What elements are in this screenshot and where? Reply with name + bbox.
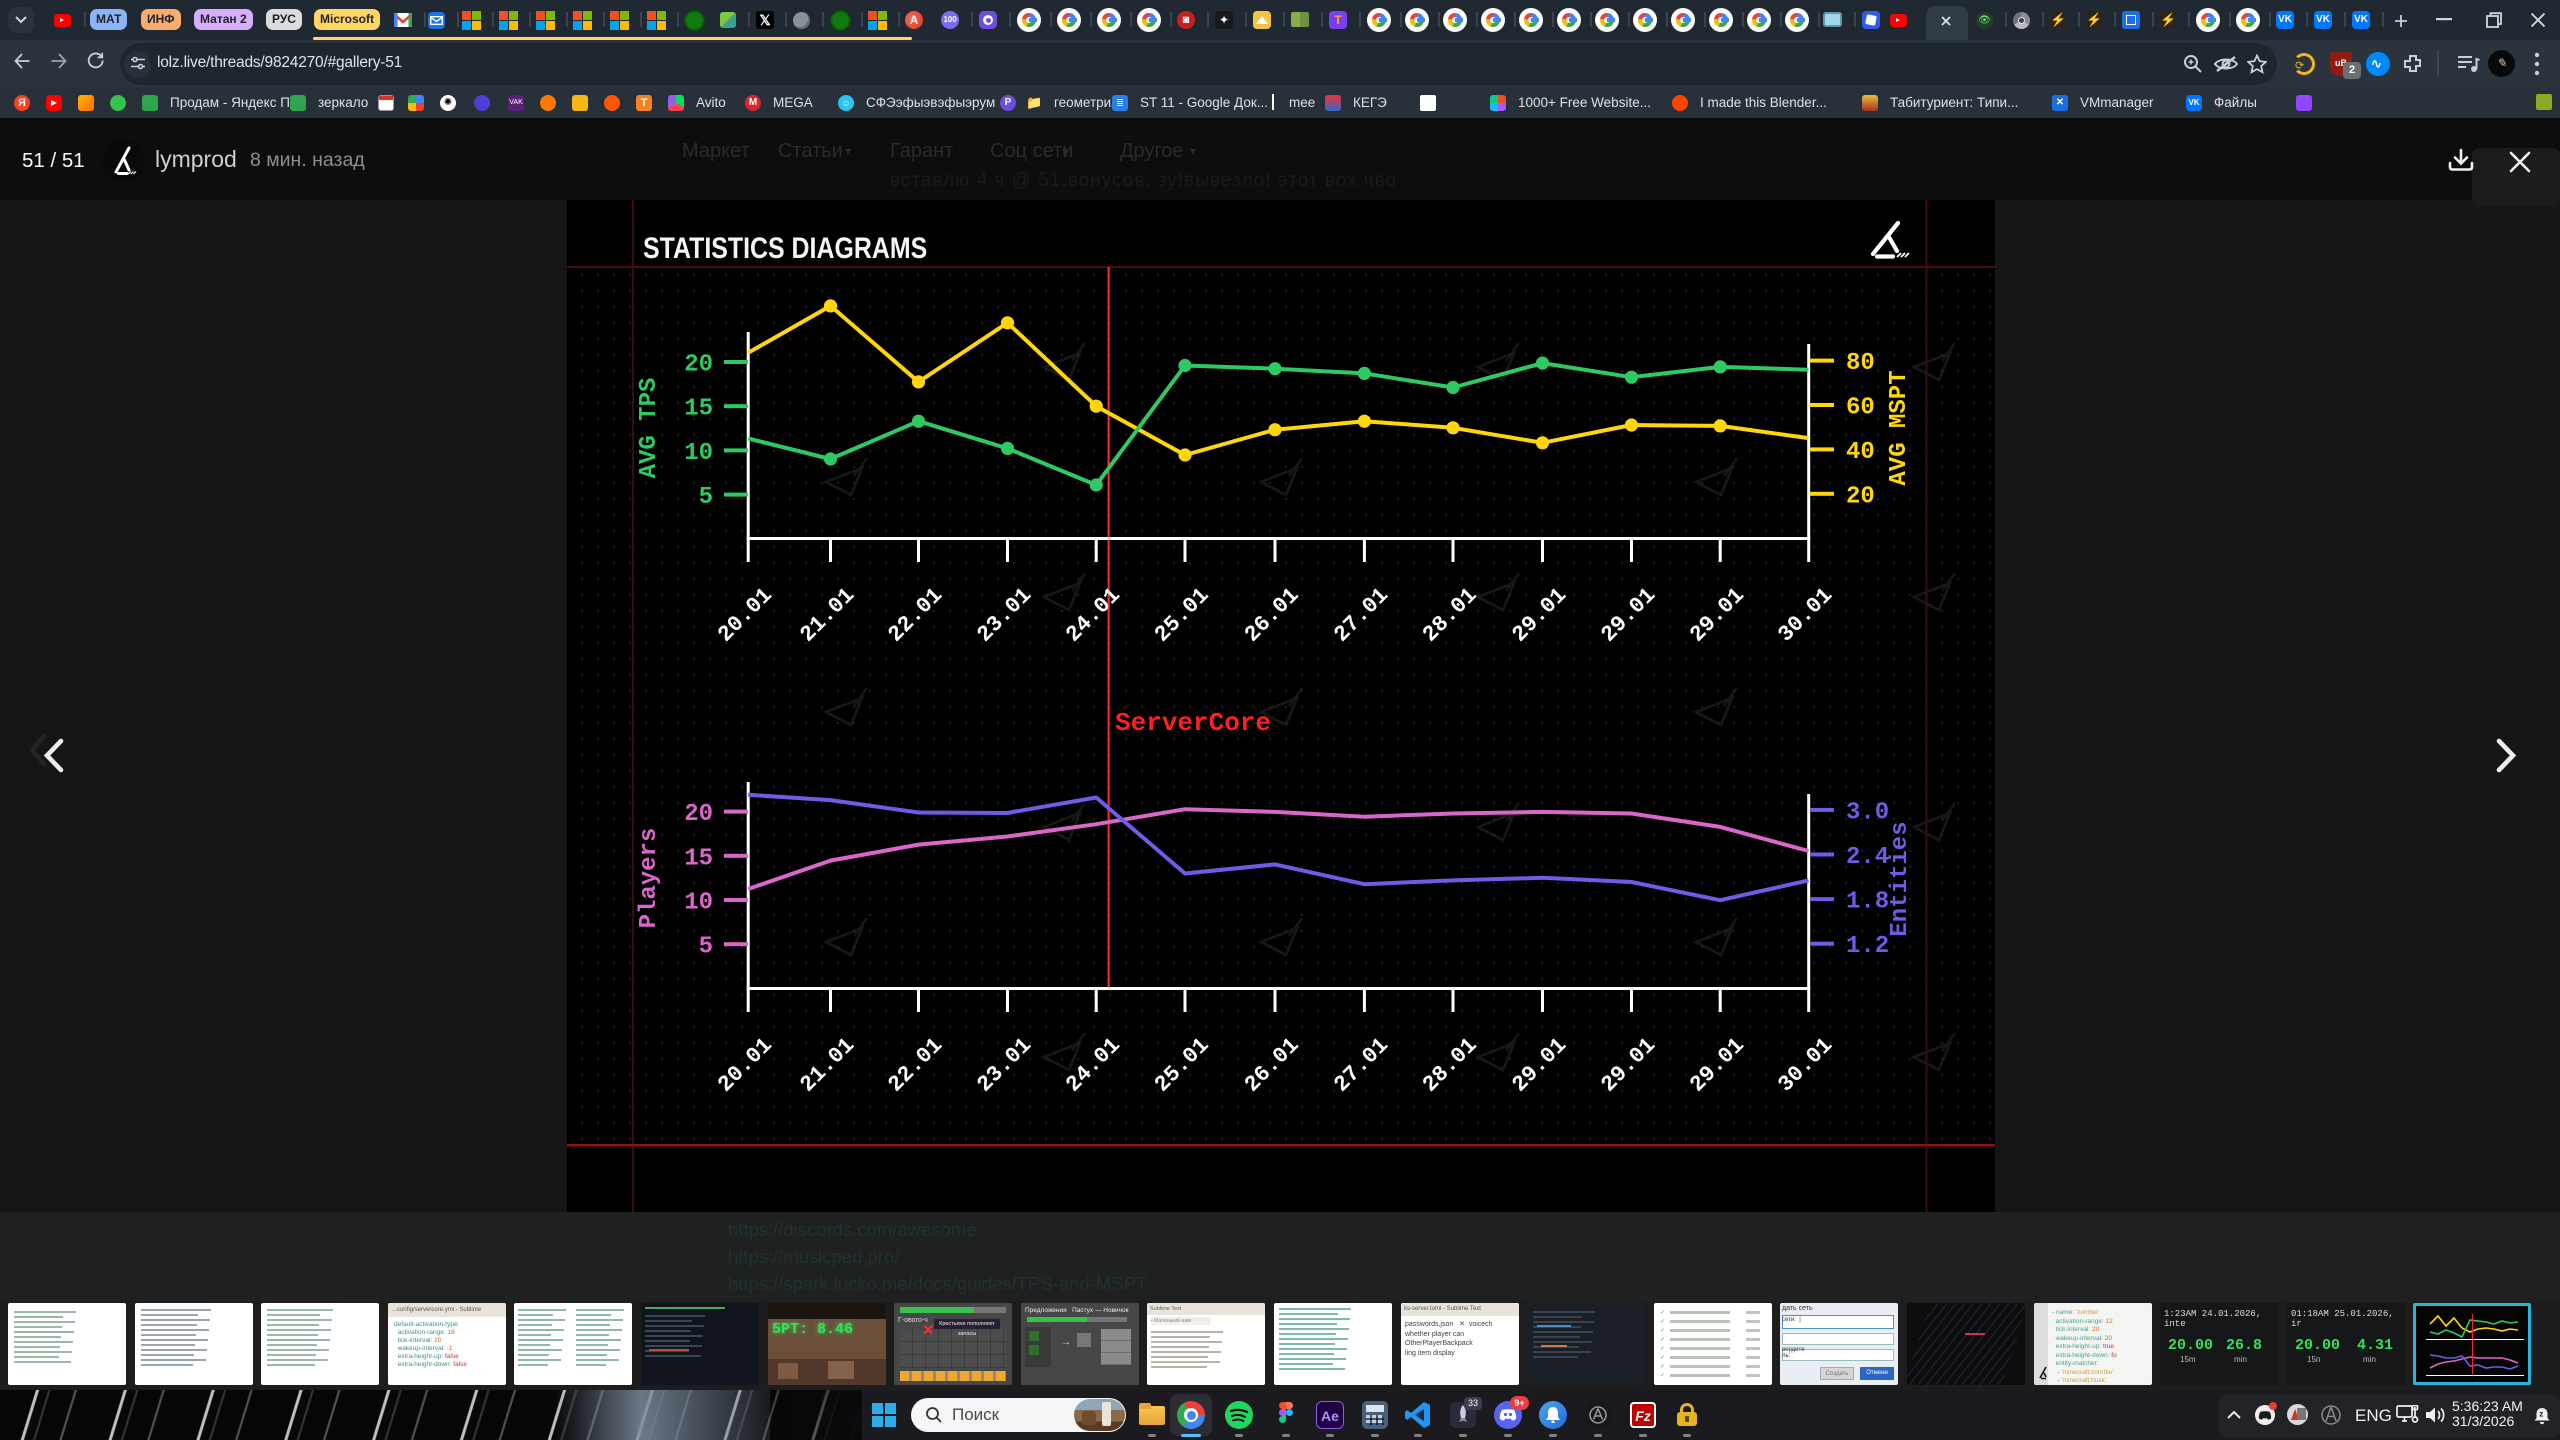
svg-text:ServerCore: ServerCore [1115,708,1271,738]
svg-text:3.0: 3.0 [1846,799,1889,826]
svg-text:1.8: 1.8 [1846,889,1889,916]
svg-text:20: 20 [684,352,713,379]
svg-text:10: 10 [684,890,713,917]
svg-text:60: 60 [1846,395,1875,422]
svg-text:20: 20 [684,801,713,828]
svg-text:2.4: 2.4 [1846,844,1889,871]
svg-text:15: 15 [684,845,713,872]
svg-text:5: 5 [699,484,713,511]
svg-text:80: 80 [1846,350,1875,377]
svg-text:AVG TPS: AVG TPS [636,378,663,479]
svg-text:5: 5 [699,934,713,961]
svg-text:10: 10 [684,440,713,467]
svg-text:15: 15 [684,396,713,423]
svg-text:z: z [2539,1410,2543,1419]
svg-text:Entities: Entities [1887,821,1914,936]
svg-text:STATISTICS DIAGRAMS: STATISTICS DIAGRAMS [643,231,927,264]
svg-text:1.2: 1.2 [1846,933,1889,960]
svg-text:AVG MSPT: AVG MSPT [1886,370,1913,485]
svg-text:40: 40 [1846,439,1875,466]
svg-text:Players: Players [636,828,663,929]
svg-text:20: 20 [1846,483,1875,510]
